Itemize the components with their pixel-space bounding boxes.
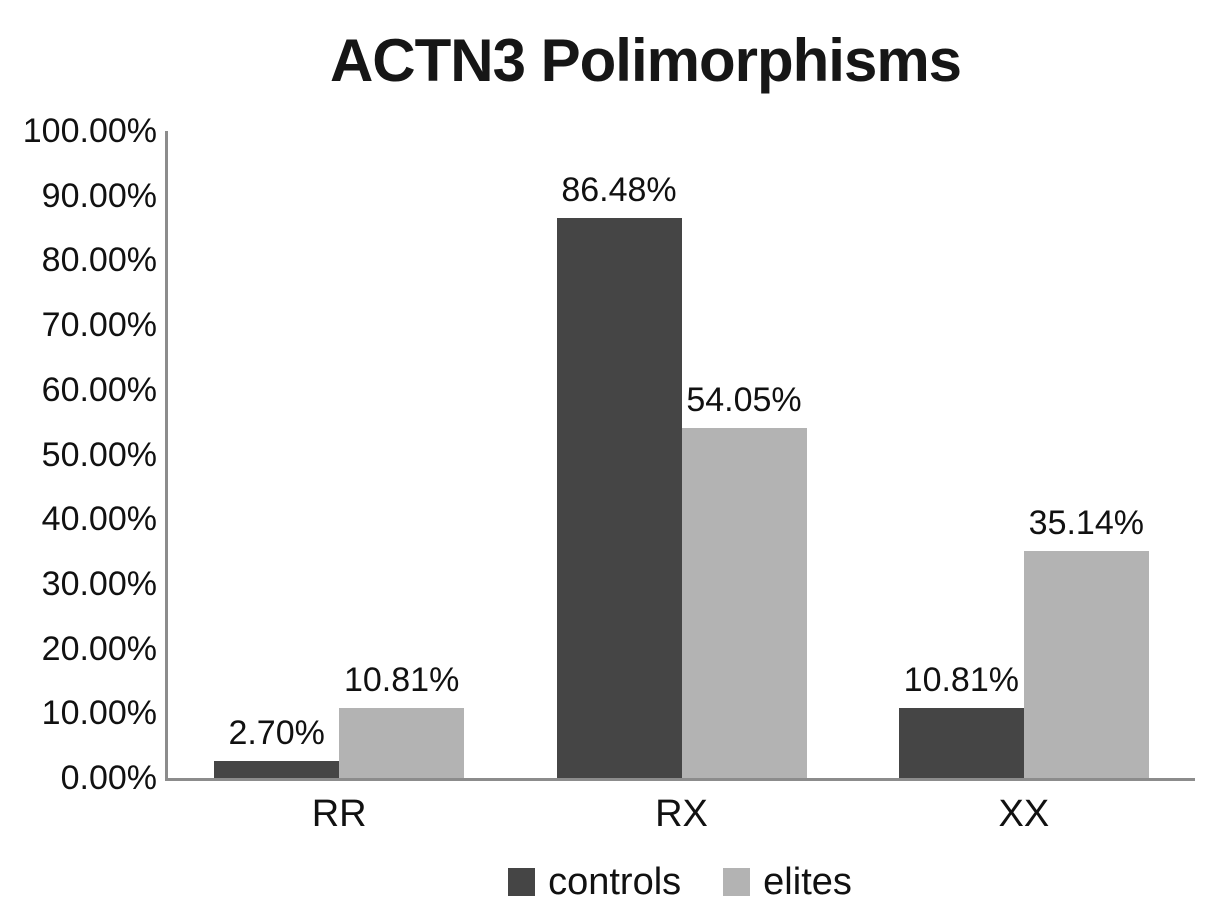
legend-swatch-controls — [508, 868, 536, 896]
legend-label-controls: controls — [548, 861, 682, 903]
y-tick-label: 70.00% — [41, 306, 157, 345]
y-tick-label: 80.00% — [41, 241, 157, 280]
bar-value-label-controls-XX: 10.81% — [903, 661, 1019, 700]
y-tick-label: 0.00% — [60, 759, 157, 797]
bar-controls-RX — [556, 218, 682, 778]
bar-value-label-controls-RR: 2.70% — [228, 713, 325, 752]
bar-elites-XX — [1023, 550, 1149, 778]
plot-area — [165, 131, 1195, 781]
x-axis-label-XX: XX — [998, 793, 1050, 835]
bar-elites-RR — [339, 708, 465, 778]
y-tick-label: 60.00% — [41, 370, 157, 409]
bar-value-label-elites-RR: 10.81% — [343, 661, 460, 700]
legend-label-elites: elites — [763, 861, 852, 903]
bar-value-label-elites-RX: 54.05% — [686, 381, 802, 420]
legend: controls elites — [165, 862, 1195, 902]
bar-controls-RR — [214, 760, 340, 778]
y-tick-label: 90.00% — [41, 176, 157, 215]
y-tick-label: 30.00% — [41, 564, 157, 603]
bar-controls-XX — [898, 708, 1024, 778]
bar-elites-RX — [681, 428, 807, 778]
bar-value-label-controls-RX: 86.48% — [561, 171, 677, 210]
legend-item-controls: controls — [508, 862, 681, 902]
y-tick-label: 50.00% — [41, 435, 157, 474]
y-tick-label: 20.00% — [41, 629, 157, 668]
legend-swatch-elites — [723, 868, 751, 896]
y-tick-label: 100.00% — [22, 112, 157, 150]
y-tick-label: 40.00% — [41, 500, 157, 539]
bar-value-label-elites-XX: 35.14% — [1028, 503, 1144, 542]
x-axis-label-RR: RR — [311, 793, 367, 835]
x-axis-label-RX: RX — [655, 793, 708, 835]
chart-title: ACTN3 Polimorphisms — [329, 27, 962, 94]
y-tick-label: 10.00% — [41, 694, 157, 733]
legend-item-elites: elites — [723, 862, 852, 902]
